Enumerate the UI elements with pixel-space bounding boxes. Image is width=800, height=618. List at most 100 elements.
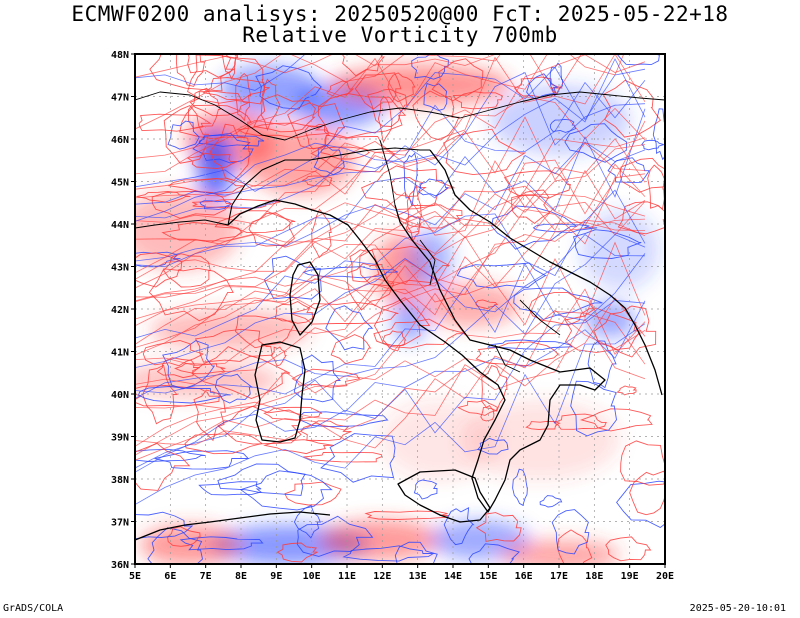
vorticity-contour (135, 54, 384, 95)
vorticity-contour (135, 96, 646, 226)
vorticity-contour (167, 120, 200, 150)
vorticity-blob (197, 130, 233, 200)
lon-tick-label: 7E (200, 571, 212, 582)
vorticity-contour (605, 536, 652, 562)
sardinia (254, 341, 306, 443)
vorticity-contour (394, 541, 438, 564)
lon-tick-label: 16E (515, 571, 533, 582)
vorticity-contour (236, 122, 330, 139)
vorticity-contour (135, 252, 183, 288)
vorticity-contour (587, 340, 617, 389)
vorticity-contour (135, 141, 646, 277)
vorticity-contour (443, 128, 527, 176)
vorticity-contour (512, 468, 528, 506)
vorticity-contour (443, 507, 475, 546)
vorticity-contour (161, 222, 244, 243)
vorticity-contour (354, 72, 402, 110)
vorticity-contour (221, 54, 237, 80)
french-coast (135, 219, 229, 229)
vorticity-contour (135, 241, 646, 385)
lat-tick-label: 37N (111, 518, 129, 529)
vorticity-contour (135, 234, 646, 405)
vorticity-contour (135, 116, 646, 246)
vorticity-contour (135, 120, 646, 303)
vorticity-contour (135, 218, 646, 348)
vorticity-contour (135, 54, 502, 130)
corsica (289, 261, 321, 336)
lon-tick-label: 17E (550, 571, 568, 582)
vorticity-contour (607, 157, 651, 183)
vorticity-blob (135, 190, 240, 270)
vorticity-contour (468, 543, 520, 564)
vorticity-contour (629, 470, 665, 516)
lat-tick-label: 42N (111, 305, 129, 316)
vorticity-contour (291, 368, 361, 388)
vorticity-contour (184, 433, 263, 455)
lon-tick-label: 8E (235, 571, 247, 582)
vorticity-contour (198, 134, 265, 147)
vorticity-contour (235, 72, 252, 122)
vorticity-contour (602, 79, 662, 138)
vorticity-contour (179, 536, 264, 551)
vorticity-contour (396, 204, 463, 229)
vorticity-contour (135, 299, 646, 473)
lat-tick-label: 45N (111, 178, 129, 189)
vorticity-contour (289, 301, 399, 325)
lon-tick-label: 19E (621, 571, 639, 582)
vorticity-contour (616, 385, 637, 396)
vorticity-contour (413, 479, 438, 500)
vorticity-contour (137, 386, 231, 404)
vorticity-contour (135, 193, 646, 312)
vorticity-contour (194, 328, 273, 363)
vorticity-contour (189, 90, 250, 117)
coastlines (135, 91, 665, 541)
lat-tick-label: 38N (111, 475, 129, 486)
vorticity-contour (202, 77, 270, 101)
vorticity-contour (293, 504, 321, 539)
north-africa-coast (135, 511, 331, 541)
timestamp-label: 2025-05-20-10:01 (689, 603, 786, 614)
vorticity-contour (511, 189, 551, 224)
vorticity-contour (147, 527, 203, 564)
vorticity-contour (174, 363, 226, 375)
vorticity-contour (214, 373, 254, 404)
vorticity-contour (311, 208, 332, 259)
vorticity-contour (475, 512, 522, 542)
vorticity-contour (199, 200, 232, 210)
vorticity-contour (163, 253, 211, 288)
vorticity-contour (135, 288, 646, 416)
vorticity-contour (593, 305, 657, 358)
lon-tick-label: 9E (270, 571, 282, 582)
vorticity-contour (349, 249, 380, 283)
vorticity-contour (138, 113, 212, 132)
axis-labels: 5E 6E 7E 8E 9E 10E 11E 12E 13E 14E 15E 16E 17E 18E 19E… (111, 50, 674, 582)
lat-tick-label: 44N (111, 220, 129, 231)
lat-tick-label: 39N (111, 433, 129, 444)
vorticity-contour (135, 219, 646, 366)
lat-tick-label: 41N (111, 348, 129, 359)
vorticity-contour (330, 334, 372, 365)
vorticity-contour (580, 408, 653, 432)
vorticity-contour (276, 542, 318, 563)
vorticity-contour (135, 169, 646, 331)
vorticity-contour (136, 190, 191, 204)
vorticity-blob (380, 400, 500, 480)
vorticity-contour (135, 54, 625, 175)
vorticity-contour (431, 58, 484, 102)
lon-tick-label: 10E (303, 571, 321, 582)
vorticity-field (135, 54, 665, 564)
vorticity-blob (420, 283, 520, 327)
vorticity-contour (135, 54, 646, 212)
vorticity-contour (167, 177, 245, 194)
vorticity-contour (148, 267, 234, 322)
vorticity-contour (217, 463, 306, 496)
software-label: GrADS/COLA (3, 603, 64, 614)
vorticity-contour (151, 190, 233, 219)
vorticity-contour (135, 442, 191, 491)
vorticity-contour (620, 440, 665, 486)
vorticity-contour (135, 189, 646, 339)
vorticity-contour (377, 95, 393, 144)
vorticity-contour (302, 266, 399, 279)
vorticity-contour (456, 399, 498, 416)
vorticity-contour (647, 164, 665, 210)
